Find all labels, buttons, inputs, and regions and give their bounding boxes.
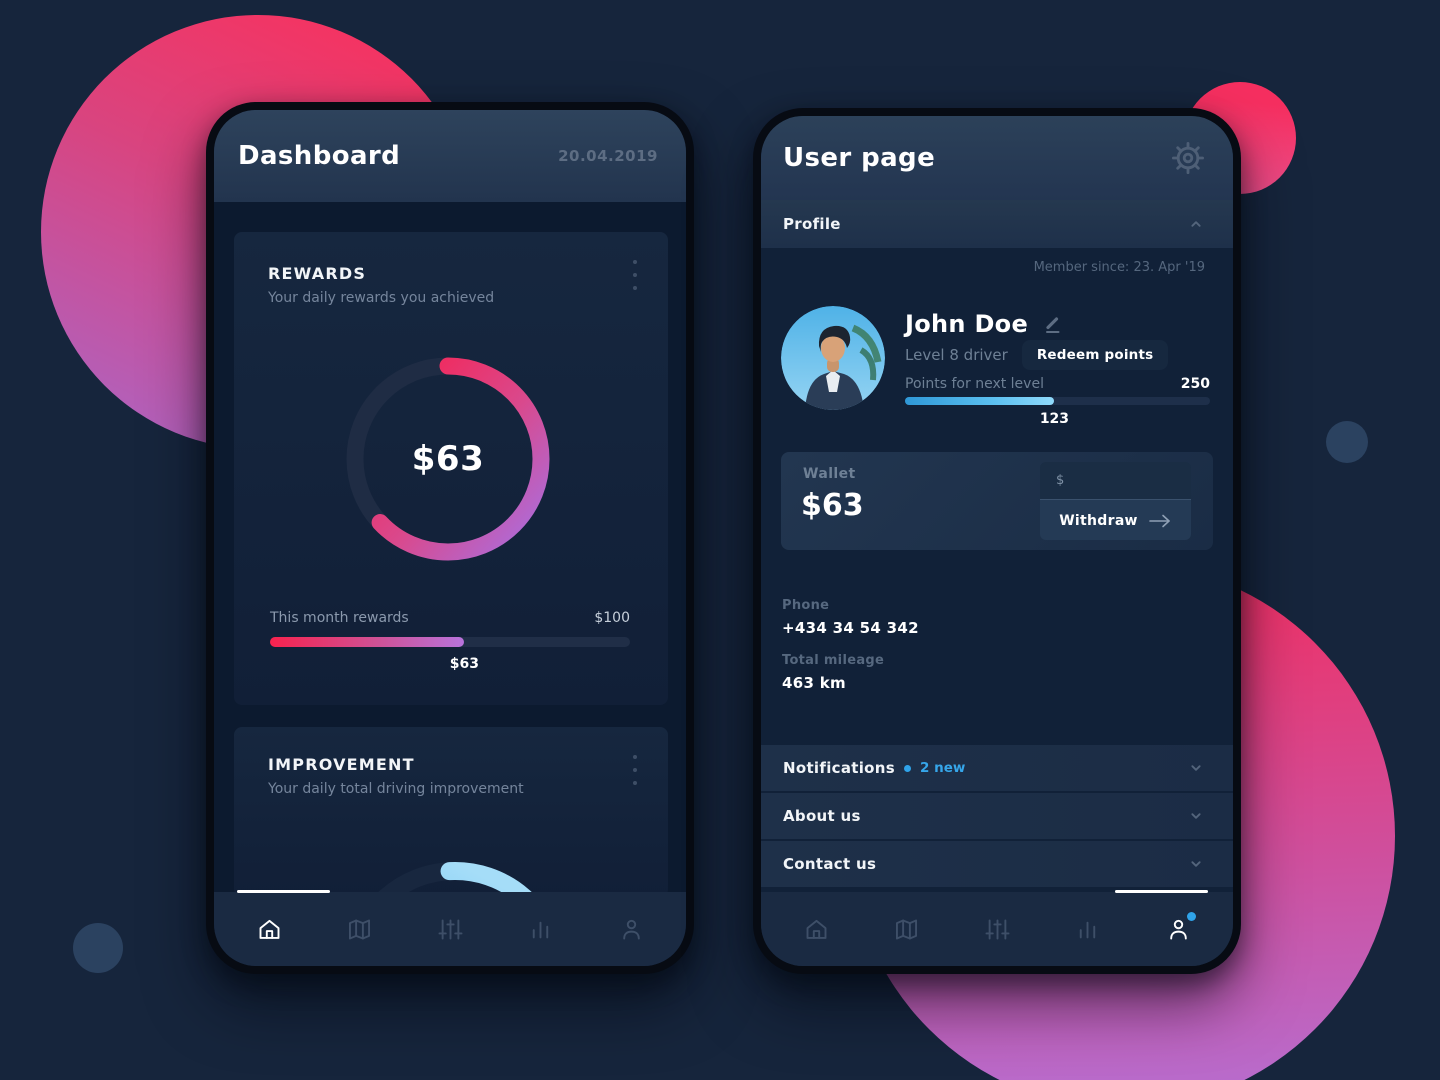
arrow-right-icon <box>1148 513 1172 529</box>
month-rewards-label: This month rewards <box>270 610 409 626</box>
profile-notification-dot <box>1187 912 1196 921</box>
chevron-up-icon <box>1185 213 1207 235</box>
rewards-progress-ring: $63 <box>338 349 558 569</box>
nav-profile-icon[interactable] <box>616 914 646 944</box>
decor-navy-dot-right <box>1326 421 1368 463</box>
dashboard-screen: Dashboard 20.04.2019 REWARDS Your daily … <box>214 110 686 966</box>
month-rewards-max: $100 <box>594 610 630 626</box>
withdraw-label: Withdraw <box>1059 512 1138 529</box>
rewards-amount: $63 <box>411 439 485 479</box>
nav-map-icon[interactable] <box>892 914 922 944</box>
profile-section-label: Profile <box>783 215 841 233</box>
menu-row-about-us[interactable]: About us <box>761 793 1233 839</box>
improvement-card: IMPROVEMENT Your daily total driving imp… <box>234 727 668 897</box>
withdraw-panel: Withdraw <box>1040 462 1191 540</box>
phone-label: Phone <box>782 598 830 613</box>
decor-navy-dot-bottom-left <box>73 923 123 973</box>
nav-sliders-icon[interactable] <box>982 914 1012 944</box>
improvement-title: IMPROVEMENT <box>268 755 415 774</box>
rewards-subtitle: Your daily rewards you achieved <box>268 290 495 306</box>
month-rewards-bar: $63 <box>270 637 630 672</box>
wallet-label: Wallet <box>803 466 856 482</box>
chevron-down-icon <box>1185 805 1207 827</box>
points-target: 250 <box>1180 376 1210 392</box>
phone-user-page: User page Profile Member sinc <box>753 108 1241 974</box>
bottom-nav <box>214 890 686 966</box>
user-page-header: User page <box>761 116 1233 200</box>
phone-dashboard: Dashboard 20.04.2019 REWARDS Your daily … <box>206 102 694 974</box>
nav-profile-icon[interactable] <box>1163 912 1196 944</box>
redeem-points-button[interactable]: Redeem points <box>1021 340 1169 370</box>
page-title: User page <box>783 143 936 173</box>
user-page-screen: User page Profile Member sinc <box>761 116 1233 966</box>
active-tab-indicator <box>237 890 330 893</box>
mileage-label: Total mileage <box>782 653 885 668</box>
notification-dot <box>903 764 911 772</box>
avatar[interactable] <box>781 306 885 410</box>
nav-stats-icon[interactable] <box>1073 914 1103 944</box>
points-progress-bar: 123 <box>905 397 1210 427</box>
nav-sliders-icon[interactable] <box>435 914 465 944</box>
edit-icon[interactable] <box>1042 313 1064 335</box>
withdraw-amount-input[interactable] <box>1040 462 1191 500</box>
menu-label: About us <box>783 807 861 825</box>
points-progress-fill <box>905 397 1055 405</box>
phone-value: +434 34 54 342 <box>782 619 919 637</box>
nav-home-icon[interactable] <box>254 914 284 944</box>
bottom-nav <box>761 890 1233 966</box>
menu-row-notifications[interactable]: Notifications 2 new <box>761 745 1233 791</box>
points-current: 123 <box>1039 411 1070 427</box>
rewards-title: REWARDS <box>268 264 367 283</box>
rewards-ring-arc <box>346 357 550 561</box>
dashboard-header: Dashboard 20.04.2019 <box>214 110 686 202</box>
gear-icon[interactable] <box>1169 139 1207 177</box>
chevron-down-icon <box>1185 853 1207 875</box>
wallet-card: Wallet $63 Withdraw <box>781 452 1213 550</box>
driver-level: Level 8 driver <box>905 346 1008 364</box>
nav-map-icon[interactable] <box>345 914 375 944</box>
month-rewards-bar-fill <box>270 637 465 647</box>
nav-stats-icon[interactable] <box>526 914 556 944</box>
member-since-text: Member since: 23. Apr '19 <box>1033 260 1205 275</box>
improvement-ring-arc <box>342 862 568 897</box>
active-tab-indicator <box>1115 890 1208 893</box>
rewards-card: REWARDS Your daily rewards you achieved <box>234 232 668 705</box>
improvement-progress-ring <box>342 862 568 897</box>
mileage-value: 463 km <box>782 674 846 692</box>
menu-label: Notifications <box>783 759 895 777</box>
notification-badge: 2 new <box>919 760 966 776</box>
points-label: Points for next level <box>905 376 1044 392</box>
withdraw-button[interactable]: Withdraw <box>1040 501 1191 540</box>
header-date: 20.04.2019 <box>558 147 658 165</box>
month-rewards-current: $63 <box>449 656 480 672</box>
nav-home-icon[interactable] <box>801 914 831 944</box>
user-name: John Doe <box>905 310 1029 338</box>
menu-row-contact-us[interactable]: Contact us <box>761 841 1233 887</box>
wallet-amount: $63 <box>801 488 864 523</box>
kebab-menu-icon[interactable] <box>626 258 644 292</box>
improvement-subtitle: Your daily total driving improvement <box>268 781 524 797</box>
kebab-menu-icon[interactable] <box>626 753 644 787</box>
menu-label: Contact us <box>783 855 877 873</box>
profile-section-row[interactable]: Profile <box>761 200 1233 248</box>
chevron-down-icon <box>1185 757 1207 779</box>
page-title: Dashboard <box>238 141 401 171</box>
